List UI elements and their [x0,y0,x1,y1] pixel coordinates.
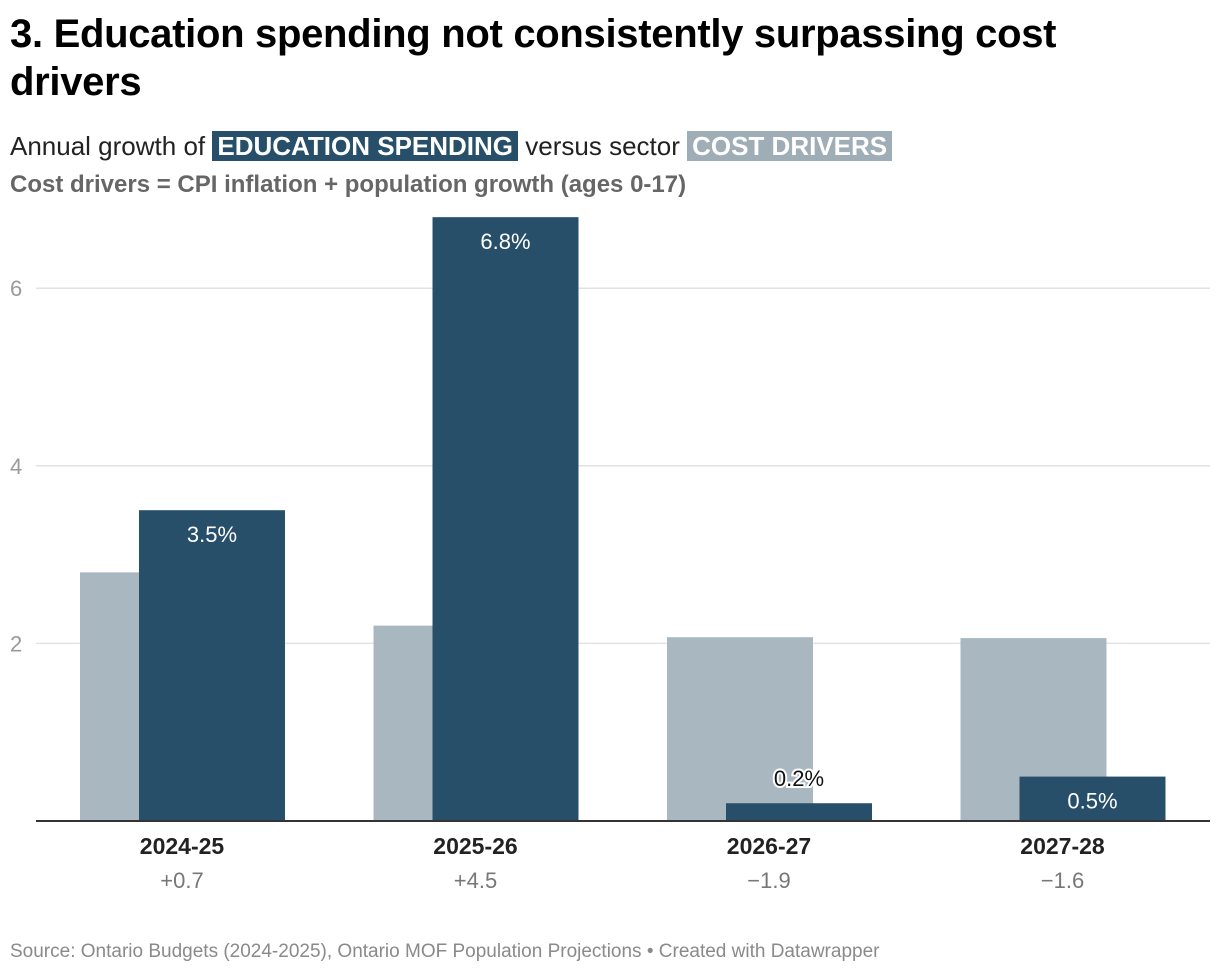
education-spending-value-label: 0.2% [774,766,824,791]
x-category-label: 2025-26 [433,833,517,859]
legend-cost-drivers: COST DRIVERS [687,131,893,161]
difference-label: −1.6 [1041,868,1084,893]
education-spending-bar [139,510,285,821]
y-tick-label: 6 [10,276,22,301]
education-spending-value-label: 0.5% [1067,789,1117,814]
subtitle-prefix: Annual growth of [10,131,206,161]
difference-label: +0.7 [160,868,203,893]
source-note: Source: Ontario Budgets (2024-2025), Ont… [10,941,880,962]
x-category-label: 2026-27 [727,833,811,859]
chart-title: 3. Education spending not consistently s… [10,12,1057,104]
bar-chart: 2 4 6 3.5% 2024-25 +0.7 6.8% 2025-26 +4.5 0.2% 202… [10,217,1210,893]
legend-education-spending: EDUCATION SPENDING [212,131,519,161]
x-category-label: 2027-28 [1020,833,1105,859]
subtitle-middle: versus sector [525,131,680,161]
education-spending-value-label: 6.8% [480,229,530,254]
education-spending-bar [1019,776,1166,821]
education-spending-bar [726,803,872,821]
difference-label: −1.9 [747,868,790,893]
education-spending-value-label: 3.5% [187,522,237,547]
chart-subtitle: Annual growth of EDUCATION SPENDING vers… [10,128,893,164]
x-category-label: 2024-25 [140,833,225,859]
y-tick-label: 2 [10,631,22,656]
y-tick-label: 4 [10,454,22,479]
cost-drivers-bar [667,637,813,821]
chart-note: Cost drivers = CPI inflation + populatio… [10,171,687,198]
difference-label: +4.5 [454,868,497,893]
education-spending-bar [432,217,579,821]
